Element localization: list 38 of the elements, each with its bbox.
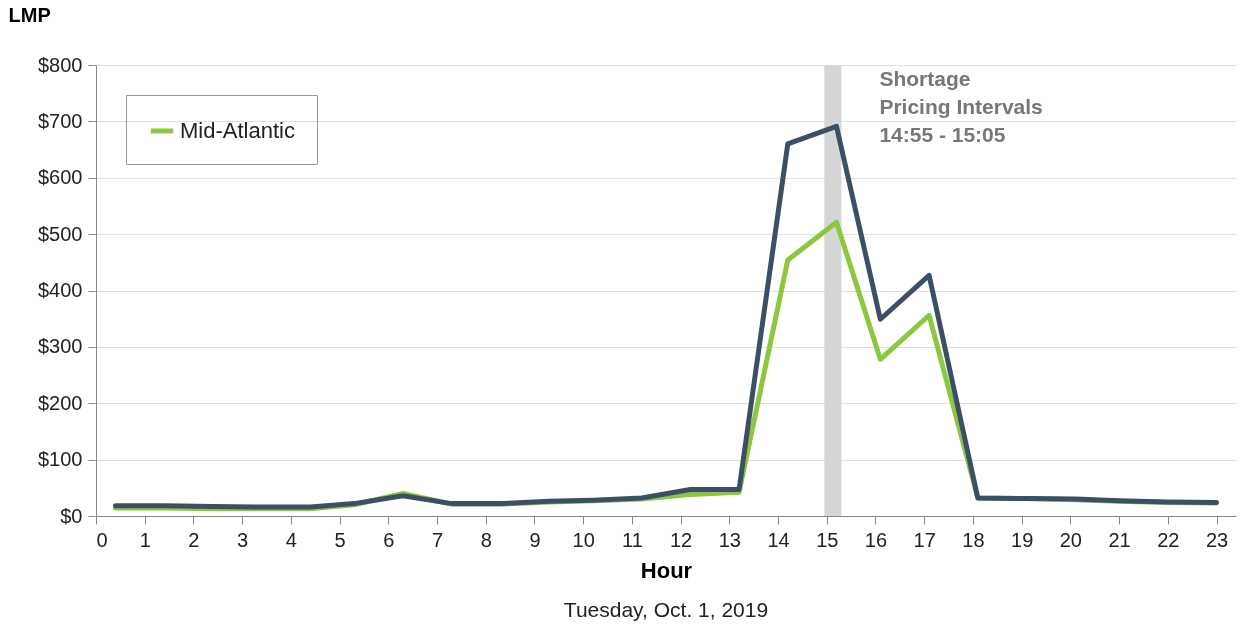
y-tick-label: $400 <box>38 279 83 301</box>
x-tick-label: 20 <box>1059 528 1082 551</box>
x-tick-label: 1 <box>139 528 151 551</box>
x-tick-label: 4 <box>285 528 297 551</box>
y-tick-label: $0 <box>60 504 83 527</box>
y-axis-title: LMP <box>8 3 51 26</box>
y-tick-label: $300 <box>38 335 83 358</box>
x-tick-label: 23 <box>1205 528 1229 551</box>
x-tick-label: 11 <box>622 528 643 551</box>
text: Tuesday, Oct. 1, 2019 <box>563 598 769 621</box>
x-tick-label: 3 <box>237 528 249 551</box>
band-label: Shortage Pricing Intervals 14:55 - 15:05 <box>879 67 1043 146</box>
y-tick-label: $800 <box>38 53 83 76</box>
x-tick-label: 0 <box>96 528 108 551</box>
x-tick-label: 12 <box>669 528 693 551</box>
x-axis-title: Hour <box>640 557 693 583</box>
legend-label: Mid-Atlantic <box>180 118 295 143</box>
x-tick-label: 8 <box>480 528 492 551</box>
x-tick-label: 14 <box>767 528 790 551</box>
x-tick-label: 22 <box>1157 528 1180 551</box>
x-tick-label: 7 <box>431 528 444 551</box>
y-tick-label: $500 <box>38 222 83 245</box>
x-tick-label: 5 <box>334 528 346 551</box>
x-tick-label: 9 <box>529 528 541 551</box>
x-tick-label: 2 <box>188 528 200 551</box>
x-tick-label: 13 <box>718 528 741 551</box>
x-tick-label: 16 <box>864 528 888 551</box>
x-tick-label: 18 <box>962 528 985 551</box>
y-tick-label: $600 <box>38 166 83 189</box>
y-tick-label: $200 <box>38 391 83 414</box>
y-tick-label: $100 <box>38 448 83 471</box>
x-tick-label: 10 <box>572 528 595 551</box>
x-tick-label: 21 <box>1108 528 1131 551</box>
x-tick-label: 15 <box>816 528 839 551</box>
x-tick-label: 19 <box>1011 528 1034 551</box>
y-tick-label: $700 <box>38 109 83 132</box>
x-tick-label: 6 <box>383 528 395 551</box>
x-tick-label: 17 <box>913 528 936 551</box>
